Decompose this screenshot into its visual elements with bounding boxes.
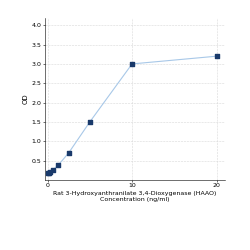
Point xyxy=(47,171,51,175)
Point xyxy=(67,151,71,155)
X-axis label: Rat 3-Hydroxyanthranilate 3,4-Dioxygenase (HAAO)
Concentration (ng/ml): Rat 3-Hydroxyanthranilate 3,4-Dioxygenas… xyxy=(53,191,217,202)
Point xyxy=(214,54,218,58)
Point xyxy=(56,163,60,167)
Point xyxy=(130,62,134,66)
Point xyxy=(46,171,50,175)
Point xyxy=(88,120,92,124)
Y-axis label: OD: OD xyxy=(23,94,29,104)
Point xyxy=(51,168,55,172)
Point xyxy=(48,170,52,174)
